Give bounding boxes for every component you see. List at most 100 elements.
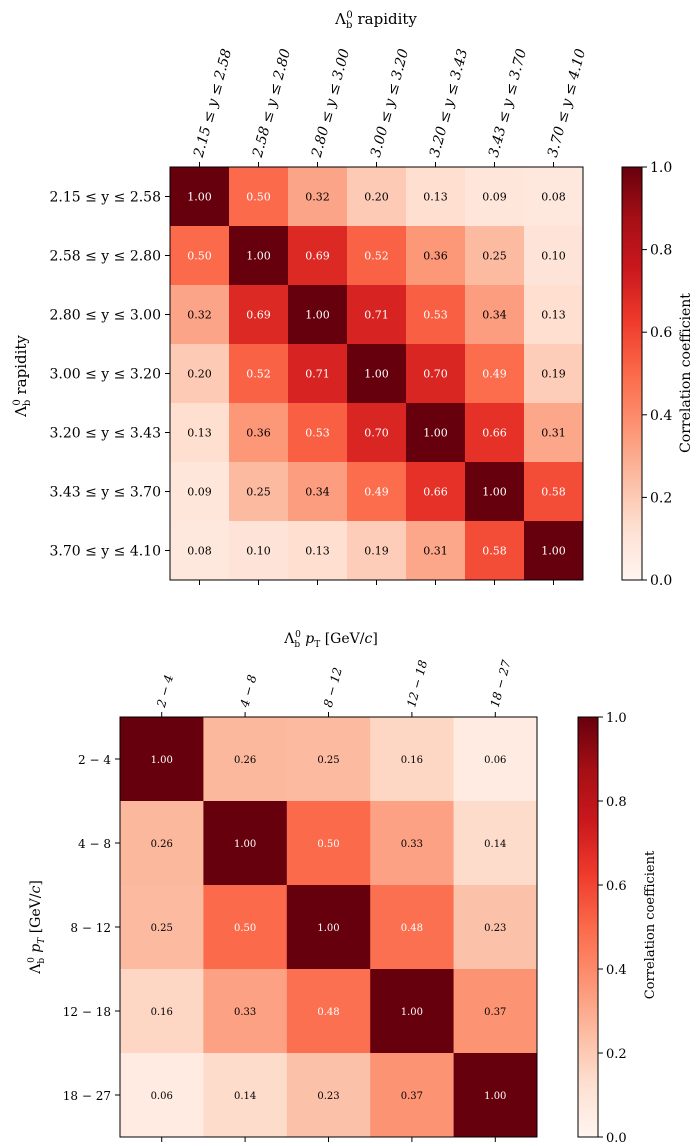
heatmap-cell bbox=[288, 167, 348, 227]
cell-value-label: 0.53 bbox=[305, 427, 330, 440]
heatmap-cell bbox=[406, 344, 466, 404]
colorbar-tick-label: 1.0 bbox=[650, 160, 672, 176]
heatmap-cell bbox=[120, 1053, 204, 1138]
x-tick-label: 3.70 ≤ y ≤ 4.10 bbox=[545, 47, 589, 159]
heatmap-cell bbox=[288, 403, 348, 463]
heatmap-cell bbox=[170, 285, 230, 345]
x-tick-label: 4 − 8 bbox=[237, 673, 259, 710]
cell-value-label: 0.20 bbox=[187, 368, 212, 381]
heatmap-cell bbox=[288, 344, 348, 404]
rapidity-title: Λb0 rapidity bbox=[334, 10, 417, 31]
y-tick-label: 18 − 27 bbox=[63, 1089, 111, 1103]
cell-value-label: 0.33 bbox=[234, 1007, 256, 1018]
rapidity-colorbar: 0.0 0.2 0.4 0.6 0.8 1.0 Correlation coefficie… bbox=[621, 160, 694, 589]
cell-value-label: 0.06 bbox=[151, 1091, 173, 1102]
y-tick-label: 8 − 12 bbox=[70, 921, 111, 935]
cell-value-label: 0.32 bbox=[305, 191, 330, 204]
heatmap-cell bbox=[229, 226, 289, 286]
heatmap-cell bbox=[347, 462, 407, 522]
heatmap-cell bbox=[524, 462, 584, 522]
colorbar-tick-label: 0.0 bbox=[606, 1131, 627, 1146]
colorbar-tick-label: 0.8 bbox=[650, 243, 672, 259]
heatmap-cell bbox=[370, 1053, 454, 1138]
colorbar-tick-label: 0.2 bbox=[650, 490, 672, 506]
heatmap-cell bbox=[286, 1053, 371, 1138]
cell-value-label: 0.23 bbox=[484, 923, 506, 934]
heatmap-cell bbox=[465, 226, 525, 286]
heatmap-cell bbox=[465, 521, 525, 581]
heatmap-cell bbox=[203, 717, 288, 802]
x-tick-label: 2 − 4 bbox=[154, 673, 176, 709]
heatmap-cell bbox=[120, 801, 204, 886]
heatmap-cell bbox=[203, 885, 288, 970]
cell-value-label: 0.58 bbox=[482, 545, 507, 558]
cell-value-label: 0.13 bbox=[541, 309, 566, 322]
pt-correlation-panel: Λb0 pT [GeV/c] 1.00 0.26 0.25 0.16 0.060.26 1… bbox=[27, 630, 658, 1146]
y-tick-label: 2.80 ≤ y ≤ 3.00 bbox=[49, 308, 161, 324]
cell-value-label: 0.34 bbox=[305, 486, 330, 499]
cell-value-label: 0.36 bbox=[423, 250, 448, 263]
heatmap-cell bbox=[465, 285, 525, 345]
heatmap-cell bbox=[347, 344, 407, 404]
cell-value-label: 1.00 bbox=[234, 839, 256, 850]
cell-value-label: 0.71 bbox=[364, 309, 389, 322]
cell-value-label: 0.70 bbox=[423, 368, 448, 381]
cell-value-label: 0.52 bbox=[364, 250, 389, 263]
heatmap-cell bbox=[406, 226, 466, 286]
heatmap-cell bbox=[229, 167, 289, 227]
y-tick-label: 3.70 ≤ y ≤ 4.10 bbox=[49, 544, 161, 560]
cell-value-label: 0.48 bbox=[401, 923, 423, 934]
cell-value-label: 0.69 bbox=[305, 250, 330, 263]
heatmap-cell bbox=[170, 226, 230, 286]
cell-value-label: 1.00 bbox=[401, 1007, 423, 1018]
cell-value-label: 0.37 bbox=[401, 1091, 423, 1102]
cell-value-label: 1.00 bbox=[246, 250, 271, 263]
cell-value-label: 0.50 bbox=[187, 250, 212, 263]
rapidity-colorbar-label: Correlation coefficient bbox=[678, 293, 694, 453]
x-tick-label: 3.00 ≤ y ≤ 3.20 bbox=[368, 47, 412, 159]
y-tick-label: 12 − 18 bbox=[63, 1005, 111, 1019]
heatmap-cell bbox=[170, 403, 230, 463]
heatmap-cell bbox=[347, 403, 407, 463]
cell-value-label: 0.13 bbox=[423, 191, 448, 204]
cell-value-label: 0.13 bbox=[305, 545, 330, 558]
colorbar-tick-label: 0.8 bbox=[606, 795, 627, 810]
x-tick-label: 3.20 ≤ y ≤ 3.43 bbox=[427, 47, 471, 159]
heatmap-cell bbox=[120, 969, 204, 1054]
heatmap-cell bbox=[203, 801, 288, 886]
cell-value-label: 1.00 bbox=[423, 427, 448, 440]
y-tick-label: 2.58 ≤ y ≤ 2.80 bbox=[49, 249, 161, 265]
heatmap-cell bbox=[288, 285, 348, 345]
heatmap-cell bbox=[406, 167, 466, 227]
heatmap-cell bbox=[465, 462, 525, 522]
heatmap-cell bbox=[524, 167, 584, 227]
pt-colorbar-gradient bbox=[577, 716, 599, 1138]
heatmap-cell bbox=[170, 344, 230, 404]
heatmap-cell bbox=[288, 462, 348, 522]
cell-value-label: 0.31 bbox=[541, 427, 566, 440]
heatmap-cell bbox=[347, 226, 407, 286]
colorbar-tick-label: 0.2 bbox=[606, 1047, 627, 1062]
x-tick-label: 18 − 27 bbox=[488, 658, 514, 709]
heatmap-cell bbox=[288, 226, 348, 286]
heatmap-cell bbox=[288, 521, 348, 581]
cell-value-label: 0.25 bbox=[317, 755, 339, 766]
x-tick-label: 2.58 ≤ y ≤ 2.80 bbox=[250, 47, 295, 160]
heatmap-cell bbox=[229, 344, 289, 404]
heatmap-cell bbox=[465, 403, 525, 463]
y-tick-label: 3.43 ≤ y ≤ 3.70 bbox=[49, 485, 161, 501]
rapidity-heatmap-cells: 1.00 0.50 0.32 0.20 0.13 0.09 0.08 0.50 1.00 0.69… bbox=[170, 167, 584, 581]
cell-value-label: 0.31 bbox=[423, 545, 448, 558]
cell-value-label: 1.00 bbox=[305, 309, 330, 322]
x-tick-label: 8 − 12 bbox=[321, 666, 345, 709]
heatmap-cell bbox=[406, 403, 466, 463]
heatmap-cell bbox=[524, 285, 584, 345]
x-tick-label: 2.80 ≤ y ≤ 3.00 bbox=[309, 47, 354, 160]
cell-value-label: 0.66 bbox=[423, 486, 448, 499]
cell-value-label: 0.48 bbox=[317, 1007, 339, 1018]
heatmap-cell bbox=[170, 462, 230, 522]
heatmap-cell bbox=[229, 521, 289, 581]
cell-value-label: 0.70 bbox=[364, 427, 389, 440]
heatmap-cell bbox=[229, 462, 289, 522]
cell-value-label: 0.19 bbox=[541, 368, 566, 381]
